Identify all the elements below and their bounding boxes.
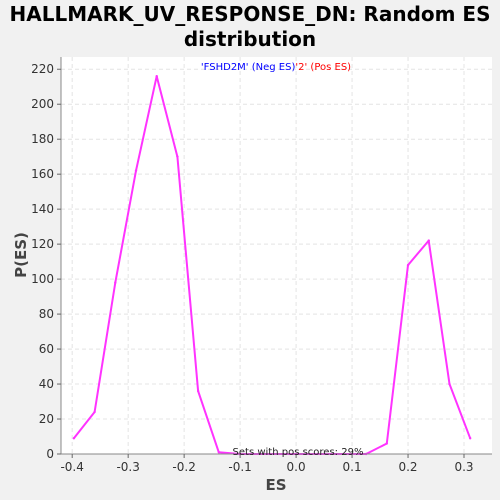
y-tick-label: 20 — [39, 412, 54, 426]
data-point — [385, 442, 388, 445]
y-tick-label: 80 — [39, 307, 54, 321]
data-point — [155, 75, 158, 78]
y-tick-label: 220 — [31, 62, 54, 76]
x-axis-label: ES — [265, 476, 286, 494]
x-tick-label: 0.0 — [287, 460, 306, 474]
chart-title: HALLMARK_UV_RESPONSE_DN: Random ES distr… — [0, 2, 500, 52]
y-ticks: 0 20 40 60 80 100 120 140 160 180 200 220 — [31, 62, 61, 461]
y-tick-label: 40 — [39, 377, 54, 391]
y-tick-label: 0 — [46, 447, 54, 461]
x-tick-label: -0.3 — [116, 460, 139, 474]
data-point — [217, 451, 221, 454]
plot-area — [61, 57, 492, 454]
chart-title-line2: distribution — [183, 27, 317, 51]
data-point — [114, 281, 117, 284]
data-point — [196, 389, 200, 393]
data-point — [406, 263, 410, 267]
x-tick-label: 0.1 — [343, 460, 362, 474]
data-point — [176, 155, 179, 158]
legend-neg-es: 'FSHD2M' (Neg ES) — [201, 62, 296, 73]
x-ticks: -0.4 -0.3 -0.2 -0.1 0.0 0.1 0.2 0.3 — [60, 454, 474, 474]
x-tick-label: 0.3 — [454, 460, 473, 474]
legend-pos-es: '2' (Pos ES) — [295, 62, 351, 73]
y-tick-label: 120 — [31, 237, 54, 251]
y-axis-label: P(ES) — [12, 232, 30, 278]
x-tick-label: -0.1 — [228, 460, 251, 474]
data-point — [448, 382, 451, 386]
y-tick-label: 200 — [31, 97, 54, 111]
data-point — [468, 437, 472, 440]
data-point — [134, 169, 138, 172]
y-tick-label: 60 — [39, 342, 54, 356]
y-tick-label: 160 — [31, 167, 54, 181]
chart-title-line1: HALLMARK_UV_RESPONSE_DN: Random ES — [9, 2, 491, 26]
pos-scores-annotation: Sets with pos scores: 29% — [233, 447, 364, 458]
y-tick-label: 100 — [31, 272, 54, 286]
x-tick-label: -0.2 — [172, 460, 195, 474]
data-point — [427, 239, 430, 242]
x-tick-label: -0.4 — [60, 460, 83, 474]
data-point — [72, 437, 76, 440]
x-tick-label: 0.2 — [398, 460, 417, 474]
legend: 'FSHD2M' (Neg ES)'2' (Pos ES) — [201, 62, 351, 73]
data-point — [93, 410, 96, 414]
y-tick-label: 140 — [31, 202, 54, 216]
grid — [61, 57, 492, 455]
y-tick-label: 180 — [31, 132, 54, 146]
